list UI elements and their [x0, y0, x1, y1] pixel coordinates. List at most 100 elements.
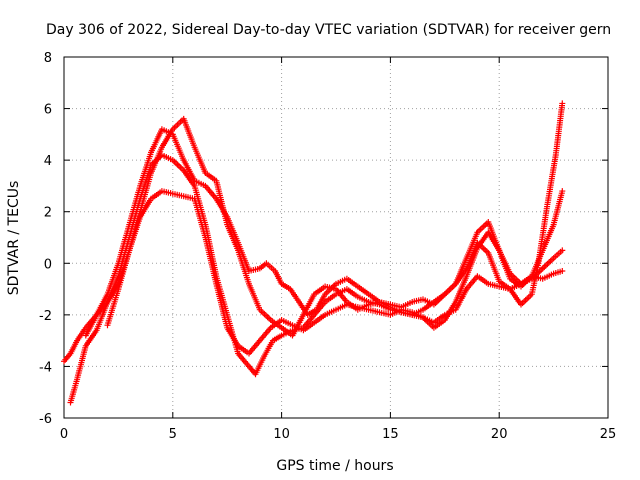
- data-point-segment: [191, 195, 208, 239]
- data-point-segment: [485, 219, 502, 252]
- data-point-segment: [267, 317, 283, 330]
- data-point-segment: [82, 329, 99, 349]
- data-point-segment: [343, 286, 359, 299]
- y-tick-label: 0: [44, 257, 52, 272]
- data-point-segment: [202, 170, 218, 183]
- data-point-segment: [452, 287, 469, 313]
- data-point-segment: [322, 307, 337, 318]
- x-tick-label: 0: [60, 427, 68, 442]
- data-point-segment: [452, 275, 469, 305]
- x-tick-label: 15: [382, 427, 399, 442]
- data-point-segment: [261, 339, 275, 360]
- data-point-segment: [463, 231, 480, 262]
- data-point-segment: [365, 306, 381, 315]
- data-point-segment: [463, 241, 480, 272]
- data-point-segment: [235, 247, 252, 285]
- plot-frame: [63, 56, 609, 419]
- data-point-segment: [343, 299, 359, 312]
- data-point: [559, 247, 566, 254]
- data-point-segment: [126, 210, 143, 254]
- data-point-segment: [311, 284, 327, 298]
- data-point-segment: [148, 146, 165, 176]
- data-point-segment: [256, 326, 273, 344]
- data-point-segment: [246, 280, 262, 311]
- data-point-segment: [74, 344, 89, 383]
- data-point-segment: [354, 283, 370, 296]
- data-point-segment: [180, 193, 196, 202]
- data-point-segment: [430, 292, 446, 305]
- data-point-segment: [224, 221, 241, 252]
- data-point-segment: [507, 275, 523, 289]
- chart-title: Day 306 of 2022, Sidereal Day-to-day VTE…: [46, 22, 611, 38]
- y-tick-label: 6: [44, 103, 52, 118]
- data-point-segment: [104, 275, 121, 305]
- data-point-segment: [552, 102, 565, 158]
- y-tick-label: -4: [39, 360, 52, 375]
- data-point-segment: [496, 247, 513, 280]
- data-point-segment: [518, 274, 534, 290]
- data-point-segment: [409, 296, 424, 305]
- y-tick-label: 4: [44, 154, 52, 169]
- data-point-segment: [252, 355, 267, 378]
- data-point-segment: [115, 223, 132, 267]
- data-point-segment: [256, 306, 273, 322]
- data-point-segment: [287, 286, 301, 304]
- data-point-segment: [354, 302, 370, 313]
- data-point-segment: [104, 288, 121, 329]
- data-point-segment: [343, 275, 359, 289]
- data-point-segment: [246, 339, 262, 357]
- data-point-segment: [535, 205, 550, 267]
- y-tick-label: 2: [44, 206, 52, 221]
- x-tick-label: 25: [600, 427, 617, 442]
- data-point-segment: [115, 249, 132, 293]
- data-point-segment: [169, 131, 186, 162]
- data-point-segment: [322, 292, 338, 305]
- data-point-segment: [61, 352, 73, 365]
- data-point-segment: [544, 154, 559, 210]
- data-point-segment: [441, 282, 458, 298]
- data-point-segment: [256, 261, 268, 272]
- data-point-segment: [169, 190, 185, 199]
- data-point-segment: [452, 267, 469, 287]
- data-point-segment: [354, 293, 370, 304]
- data-point-segment: [539, 271, 555, 282]
- data-point-segment: [235, 342, 251, 356]
- data-point-segment: [263, 260, 277, 273]
- series-track-4: [104, 100, 566, 339]
- data-point-segment: [420, 300, 436, 313]
- data-point-segment: [269, 333, 283, 344]
- data-point-segment: [93, 293, 110, 318]
- data-point-segment: [463, 274, 480, 293]
- data-point-segment: [191, 182, 208, 226]
- data-point-segment: [398, 300, 413, 311]
- data-point-segment: [235, 239, 252, 272]
- data-point-segment: [278, 280, 292, 291]
- data-point-segment: [550, 248, 564, 262]
- y-tick-label: -6: [39, 412, 52, 427]
- data-point: [559, 268, 566, 275]
- data-point-segment: [409, 307, 424, 318]
- series-marks: [61, 100, 566, 406]
- data-point-segment: [202, 182, 218, 201]
- data-point-segment: [158, 128, 175, 151]
- data-point-segment: [180, 115, 197, 149]
- data-point-segment: [313, 293, 327, 313]
- data-point-segment: [311, 313, 327, 326]
- data-point-segment: [235, 350, 251, 368]
- data-point-segment: [420, 314, 436, 330]
- data-point-segment: [213, 273, 230, 316]
- series-track-2: [67, 152, 566, 406]
- data-point-segment: [224, 311, 241, 355]
- x-tick-label: 20: [491, 427, 508, 442]
- data-point-segment: [376, 299, 392, 310]
- data-point: [559, 188, 566, 195]
- data-point-segment: [180, 167, 197, 188]
- data-point-segment: [158, 152, 174, 163]
- data-point-segment: [387, 304, 403, 315]
- data-point-segment: [104, 262, 121, 298]
- data-point-segment: [474, 273, 490, 286]
- data-point-segment: [148, 128, 164, 156]
- data-point-segment: [333, 302, 348, 313]
- data-point-segment: [82, 313, 99, 339]
- data-point-segment: [67, 339, 80, 357]
